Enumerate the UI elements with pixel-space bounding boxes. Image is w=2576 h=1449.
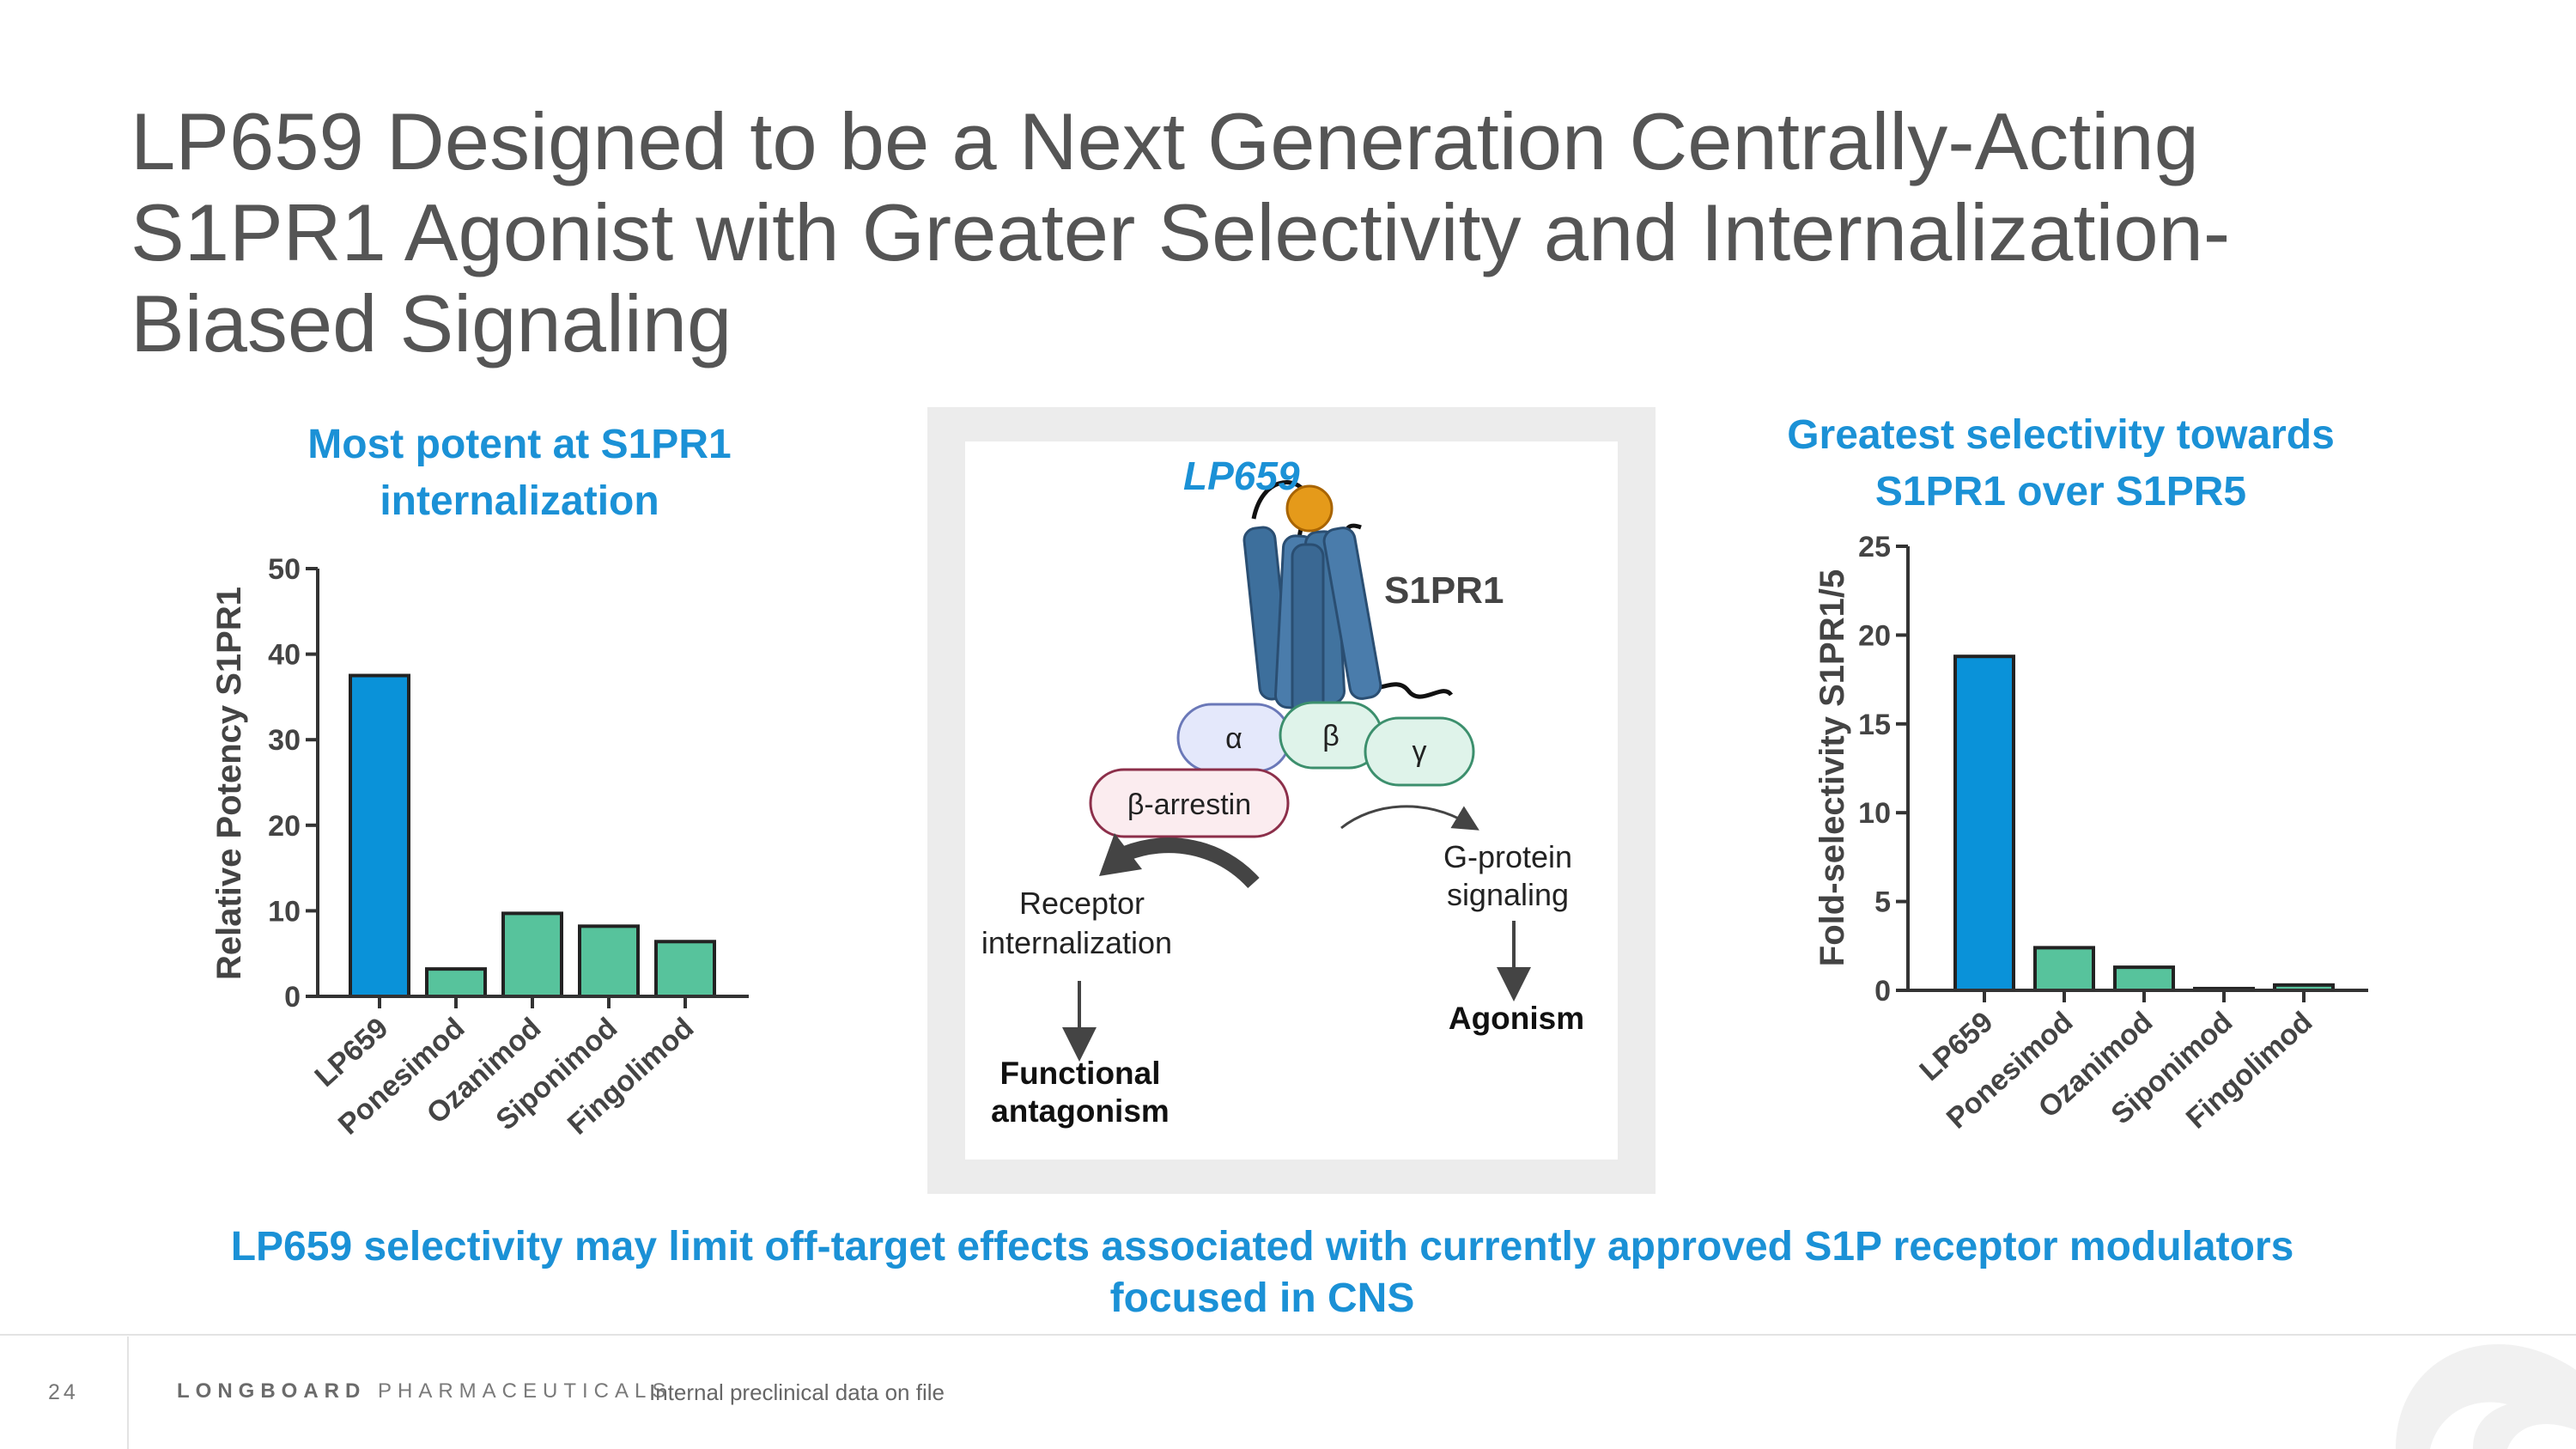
left-bar-fingolimod [654,940,716,998]
bottom-message-line-1: LP659 selectivity may limit off-target e… [230,1224,2294,1269]
left-y-tick-label: 40 [268,639,301,672]
functional-text-2: antagonism [991,1093,1170,1129]
left-bar-ozanimod [501,911,563,998]
right-heading-line-2: S1PR1 over S1PR5 [1874,469,2247,514]
footer-divider [0,1334,2576,1336]
left-y-tick-label: 10 [268,895,301,928]
left-y-tick-label: 50 [268,553,301,586]
gamma-label: γ [1413,735,1427,768]
slide-title: LP659 Designed to be a Next Generation C… [131,96,2363,369]
left-bar-lp659 [349,673,410,998]
gamma-subunit [1364,716,1475,787]
beta-label: β [1322,720,1340,752]
left-heading-line-1: Most potent at S1PR1 [307,422,732,467]
left-bars [349,673,716,999]
bottom-message: LP659 selectivity may limit off-target e… [0,1221,2524,1324]
gprotein-text-2: signaling [1447,877,1569,912]
internalization-arrowhead [1099,833,1142,876]
footnote: Internal preclinical data on file [649,1379,945,1405]
gprotein-curved-arrow [1340,805,1479,831]
page-number: 24 [48,1380,79,1404]
alpha-label: α [1225,722,1242,755]
left-y-ticks: 0 10 20 30 40 50 [268,553,318,1014]
s1pr1-receptor [1242,526,1382,718]
internalization-curved-arrow [1121,837,1260,889]
gprotein-text-1: G-protein [1443,839,1572,874]
title-line-1: LP659 Designed to be a Next Generation C… [131,96,2199,186]
ligand-sphere [1285,484,1334,533]
internalization-text-2: internalization [981,925,1172,960]
left-heading-line-2: internalization [380,478,659,524]
brand-rest: PHARMACEUTICALS [366,1379,672,1403]
company-brand: LONGBOARD PHARMACEUTICALS [177,1379,671,1403]
corner-wave-logo [2396,1344,2576,1449]
brand-bold: LONGBOARD [177,1379,367,1403]
title-line-3: Biased Signaling [131,278,732,368]
drug-label: LP659 [1183,454,1300,498]
footer-vertical-divider [127,1336,129,1449]
arrestin-label: β-arrestin [1127,788,1251,821]
left-x-ticks: LP659PonesimodOzanimodSiponimodFingolimo… [308,996,700,1142]
right-heading-line-1: Greatest selectivity towards [1787,412,2335,458]
arrestin-box [1089,768,1290,838]
left-bar-siponimod [578,924,640,998]
left-y-axis-label: Relative Potency S1PR1 [210,587,248,980]
internalization-text-1: Receptor [1019,886,1145,921]
signaling-diagram: LP659 S1PR1 α β γ β-arrestin Receptor in… [927,407,1656,1194]
left-y-tick-label: 20 [268,810,301,843]
receptor-label: S1PR1 [1384,569,1504,612]
left-bar-ponesimod [425,967,487,999]
title-line-2: S1PR1 Agonist with Greater Selectivity a… [131,187,2231,277]
left-y-tick-label: 30 [268,724,301,757]
left-y-tick-label: 0 [284,981,301,1014]
left-chart-heading: Most potent at S1PR1 internalization [240,417,799,530]
bottom-message-line-2: focused in CNS [1109,1275,1415,1321]
agonism-text: Agonism [1449,1001,1584,1036]
right-chart-heading: Greatest selectivity towards S1PR1 over … [1743,407,2379,521]
functional-text-1: Functional [999,1056,1160,1091]
